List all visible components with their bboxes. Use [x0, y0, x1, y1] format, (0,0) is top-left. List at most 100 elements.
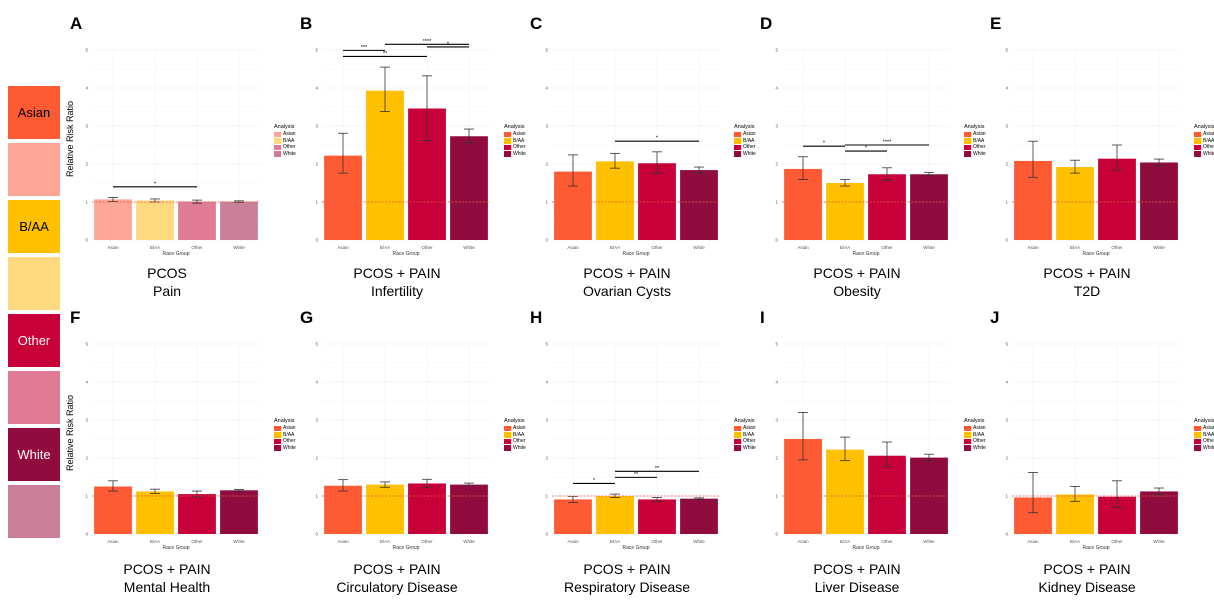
bar-white	[1140, 162, 1178, 240]
analysis-legend-item: Asian	[1194, 131, 1214, 137]
analysis-legend-label: Asian	[1203, 131, 1214, 138]
x-axis-title: Race Group	[163, 545, 190, 551]
analysis-legend-swatch	[734, 438, 741, 445]
panel-caption: PCOS + PAIN T2D	[1012, 264, 1162, 300]
x-tick-label: Asian	[337, 539, 349, 544]
analysis-legend-label: White	[743, 150, 756, 157]
analysis-legend-item: Other	[504, 144, 526, 150]
analysis-legend-title: Analysis	[274, 124, 295, 130]
y-tick-label: 4	[85, 86, 88, 91]
analysis-legend-swatch	[1194, 131, 1201, 138]
y-tick-label: 1	[775, 200, 778, 205]
y-tick-label: 3	[775, 124, 778, 129]
analysis-legend-item: Asian	[734, 425, 756, 431]
y-tick-label: 1	[85, 200, 88, 205]
x-tick-label: B/AA	[840, 539, 850, 544]
chart-panel-d: D 0 1 2 3 4 5 Asian B/AA Other White Race Group * * **…	[760, 14, 988, 304]
analysis-legend-item: Asian	[274, 131, 296, 137]
y-tick-label: 2	[315, 162, 318, 167]
panel-caption-line2: Obesity	[833, 283, 881, 299]
x-axis-title: Race Group	[853, 545, 880, 551]
y-tick-label: 3	[775, 418, 778, 423]
y-tick-label: 3	[545, 124, 548, 129]
x-tick-label: B/AA	[840, 245, 850, 250]
analysis-legend-item: Asian	[504, 425, 526, 431]
analysis-legend-swatch	[1194, 144, 1201, 151]
side-legend-swatch: Other	[8, 314, 60, 367]
panel-caption: PCOS + PAIN Ovarian Cysts	[552, 264, 702, 300]
analysis-legend-swatch	[734, 131, 741, 138]
bar-baa	[596, 161, 634, 240]
panel-caption-line1: PCOS	[147, 265, 187, 281]
analysis-legend-title: Analysis	[1194, 124, 1214, 130]
analysis-legend-swatch	[504, 432, 511, 438]
analysis-legend-item: B/AA	[734, 138, 756, 144]
significance-label: ****	[423, 39, 432, 45]
chart-panel-b: B 0 1 2 3 4 5 Asian B/AA Other White Race Group ** **…	[300, 14, 528, 304]
x-tick-label: Other	[651, 539, 663, 544]
bar-other	[178, 201, 216, 240]
analysis-legend-swatch	[274, 425, 281, 432]
y-tick-label: 3	[315, 418, 318, 423]
y-tick-label: 1	[775, 494, 778, 499]
panel-caption-line2: Kidney Disease	[1038, 579, 1136, 595]
analysis-legend-item: Other	[1194, 144, 1214, 150]
panel-letter: D	[760, 14, 773, 33]
y-tick-label: 5	[85, 48, 88, 53]
y-tick-label: 4	[775, 380, 778, 385]
analysis-legend-title: Analysis	[504, 124, 525, 130]
analysis-legend-item: B/AA	[964, 138, 986, 144]
analysis-legend-label: White	[1203, 150, 1214, 157]
bar-chart-svg: 0 1 2 3 4 5 Asian B/AA Other White Race Group	[775, 342, 950, 551]
y-tick-label: 4	[85, 380, 88, 385]
bar-baa	[596, 496, 634, 534]
bar-chart-svg: 0 1 2 3 4 5 Asian B/AA Other White Race Group *	[545, 48, 720, 257]
analysis-legend-label: Asian	[743, 131, 756, 138]
analysis-legend-title: Analysis	[964, 418, 985, 424]
x-tick-label: Other	[191, 539, 203, 544]
bar-chart-svg: 0 1 2 3 4 5 Asian B/AA Other White Race Group	[315, 342, 490, 551]
y-tick-label: 5	[85, 342, 88, 347]
panel-caption-line1: PCOS + PAIN	[353, 561, 441, 577]
analysis-legend-label: B/AA	[513, 137, 525, 144]
bar-asian	[94, 486, 132, 534]
analysis-legend-swatch	[274, 151, 281, 157]
analysis-legend-item: B/AA	[274, 138, 296, 144]
y-tick-label: 3	[1005, 124, 1008, 129]
chart-panel-i: I 0 1 2 3 4 5 Asian B/AA Other White Race Group Anal…	[760, 308, 988, 598]
x-tick-label: White	[1153, 539, 1165, 544]
x-tick-label: White	[233, 539, 245, 544]
bar-baa	[136, 491, 174, 534]
panel-caption-line1: PCOS + PAIN	[583, 561, 671, 577]
y-tick-label: 5	[1005, 48, 1008, 53]
analysis-legend-item: White	[1194, 445, 1214, 451]
analysis-legend-item: B/AA	[504, 138, 526, 144]
y-tick-label: 4	[315, 86, 318, 91]
bar-chart-svg: 0 1 2 3 4 5 Asian B/AA Other White Race Group *	[85, 48, 260, 257]
analysis-legend-label: Other	[283, 144, 296, 151]
analysis-legend-swatch	[734, 425, 741, 432]
y-tick-label: 0	[545, 532, 548, 537]
y-tick-label: 4	[545, 380, 548, 385]
analysis-legend-swatch	[504, 438, 511, 445]
x-tick-label: Asian	[797, 539, 809, 544]
y-tick-label: 3	[85, 418, 88, 423]
analysis-legend-swatch	[274, 138, 281, 144]
side-color-legend: Asian B/AA Other White	[8, 86, 60, 542]
y-tick-label: 5	[775, 48, 778, 53]
x-tick-label: White	[1153, 245, 1165, 250]
y-tick-label: 2	[1005, 456, 1008, 461]
y-tick-label: 3	[545, 418, 548, 423]
bar-chart-svg: 0 1 2 3 4 5 Asian B/AA Other White Race Group	[1005, 48, 1180, 257]
y-tick-label: 5	[315, 342, 318, 347]
analysis-legend-swatch	[734, 432, 741, 438]
bar-asian	[784, 168, 822, 240]
analysis-legend-label: Other	[1203, 144, 1214, 151]
bar-chart-svg: 0 1 2 3 4 5 Asian B/AA Other White Race Group	[85, 342, 260, 551]
significance-label: *	[823, 141, 826, 147]
bar-baa	[136, 200, 174, 240]
